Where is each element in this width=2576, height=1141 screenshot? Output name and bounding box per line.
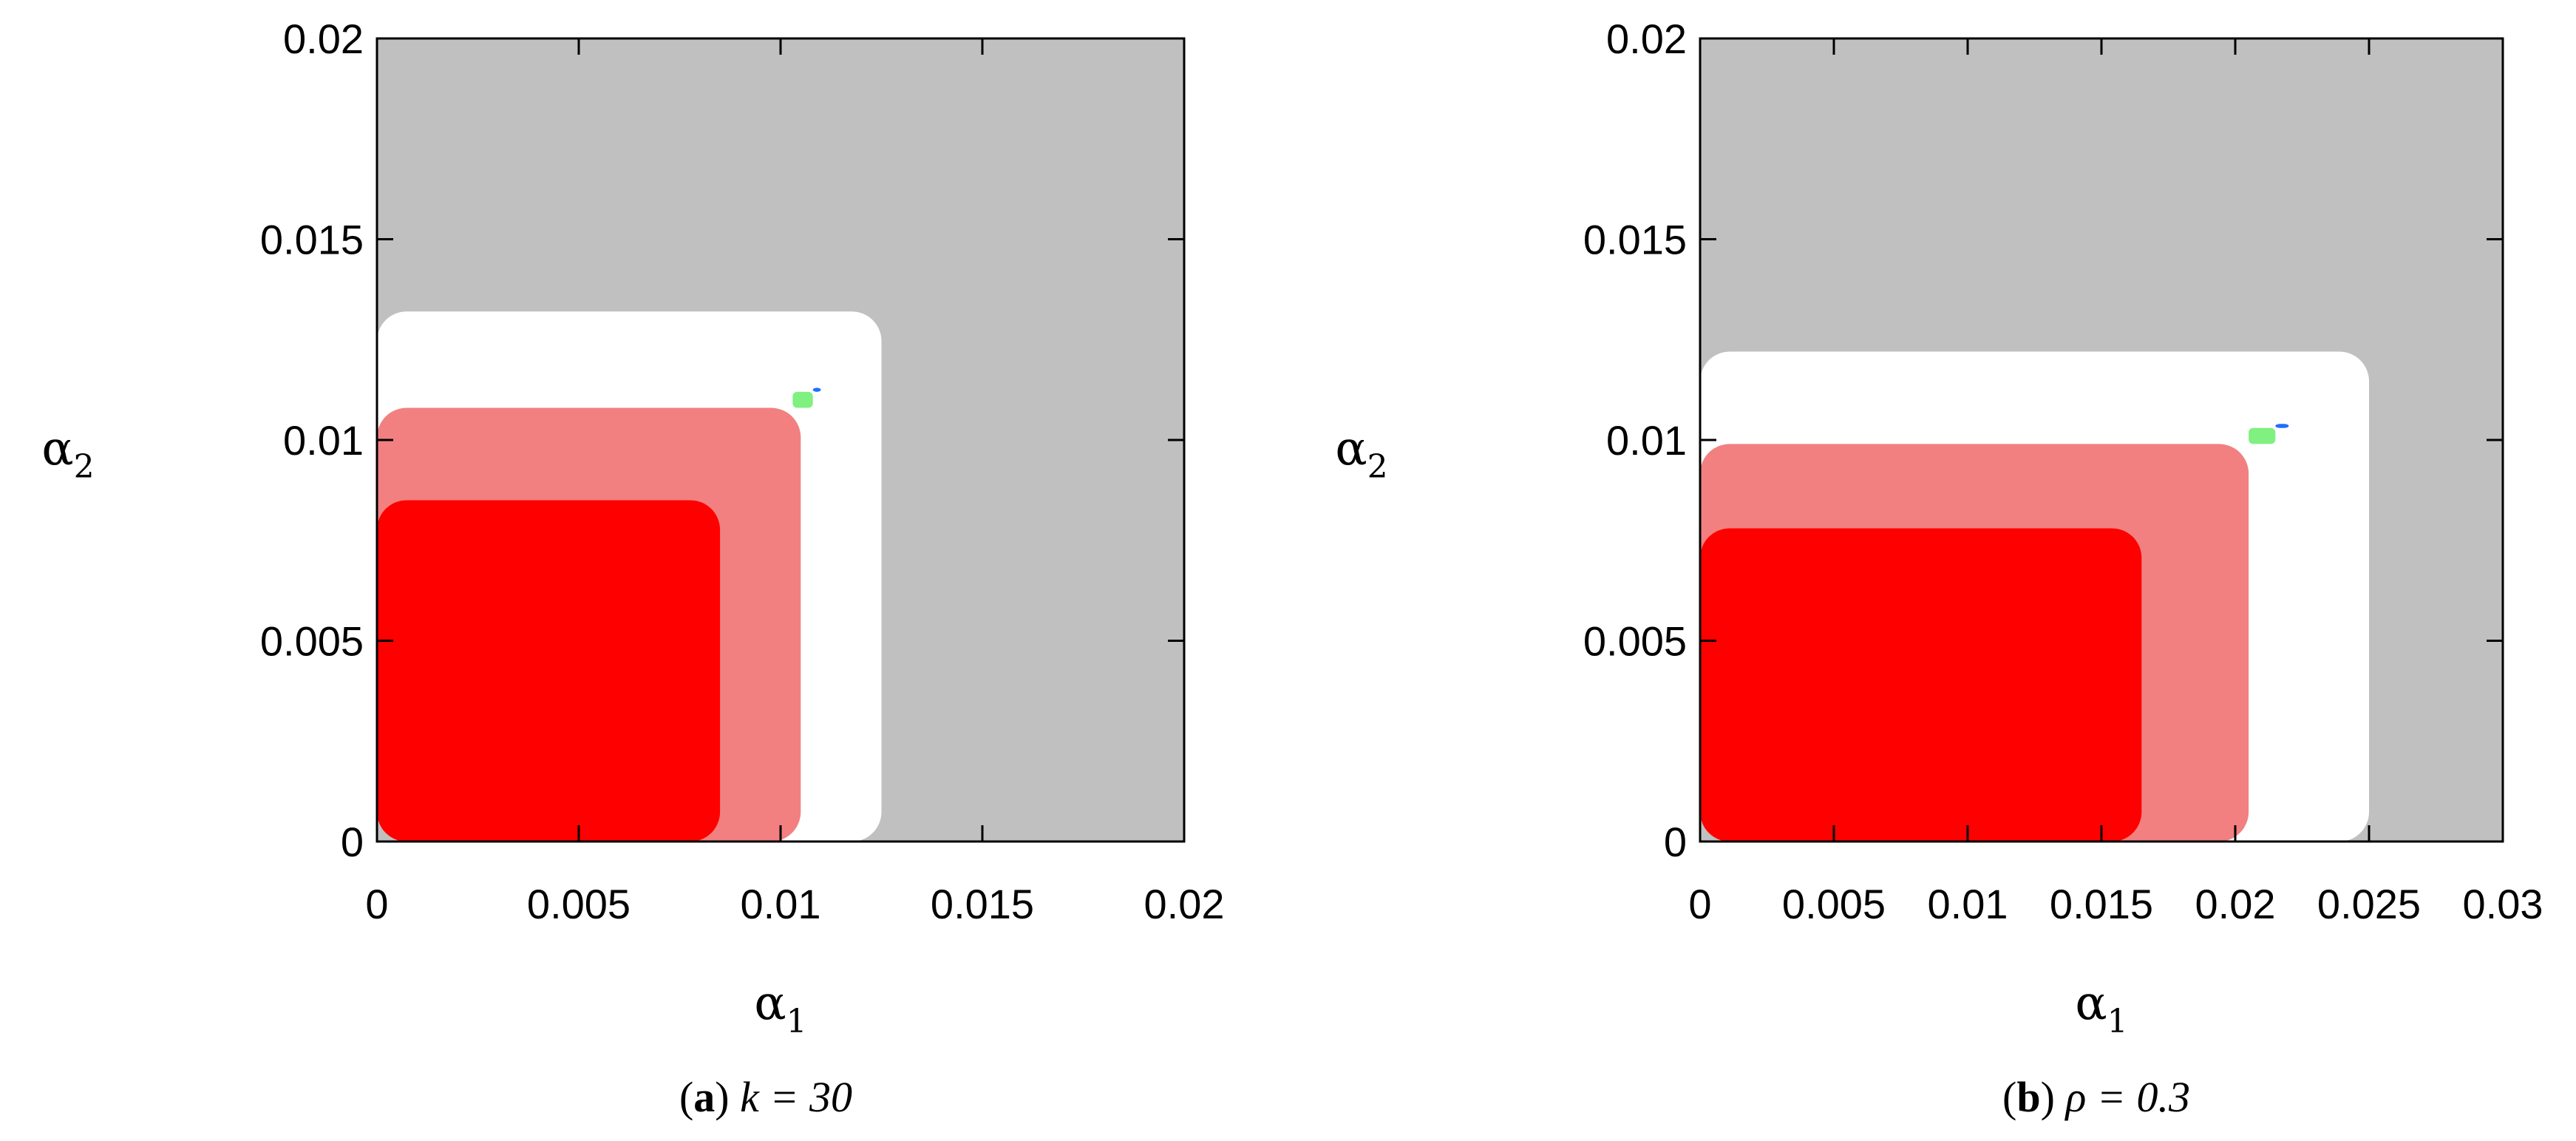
x-axis-label: α1 — [754, 976, 806, 1040]
chart-panel-b: 0 0.005 0.01 0.015 0.02 0.025 0.03 00.0050.010… — [1335, 16, 2543, 1121]
x-tick-label: 0.015 — [931, 881, 1034, 927]
region-blue — [2275, 424, 2289, 428]
region-red — [377, 500, 721, 842]
region-blue — [812, 387, 821, 392]
x-axis-label: α1 — [2075, 976, 2127, 1040]
axis-ticks — [1699, 37, 2504, 843]
chart-panel-a: 0 0.005 0.01 0.015 0.02 00.0050.010.0150.02 … — [41, 16, 1224, 1121]
caption-label: a — [693, 1073, 715, 1121]
y-tick-label: 0.015 — [1583, 217, 1687, 263]
heatmap-regions — [1700, 38, 2503, 842]
x-tick-label: 0.02 — [2195, 881, 2276, 927]
caption-text: k = 30 — [740, 1073, 852, 1121]
y-tick-label: 0.015 — [260, 217, 364, 263]
y-axis-label: α2 — [1335, 421, 1387, 486]
y-tick-label: 0.02 — [1606, 16, 1687, 62]
y-tick-labels: 0 0.005 0.01 0.015 0.02 — [260, 16, 364, 865]
region-green — [792, 391, 813, 408]
y-tick-label: 0.01 — [283, 417, 364, 464]
y-tick-labels: 0 0.005 0.01 0.015 0.02 — [1583, 16, 1687, 865]
caption-label: b — [2016, 1073, 2040, 1121]
y-axis-label: α2 — [41, 421, 94, 486]
x-tick-label: 0.025 — [2317, 881, 2421, 927]
x-tick-label: 0.03 — [2463, 881, 2543, 927]
caption-text: ρ = 0.3 — [2064, 1073, 2189, 1121]
region-green — [2249, 427, 2276, 444]
region-red — [1700, 528, 2142, 842]
x-tick-labels: 0 0.005 0.01 0.015 0.02 — [365, 881, 1224, 927]
y-tick-label: 0 — [1664, 819, 1687, 865]
x-tick-label: 0.01 — [1928, 881, 2008, 927]
panel-caption: (a) k = 30 — [679, 1073, 852, 1121]
x-tick-label: 0.015 — [2050, 881, 2153, 927]
x-tick-label: 0.005 — [527, 881, 631, 927]
panel-caption: (b) ρ = 0.3 — [2002, 1073, 2190, 1121]
y-tick-label: 0 — [341, 819, 364, 865]
y-tick-label: 0.005 — [1583, 618, 1687, 665]
y-tick-label: 0.02 — [283, 16, 364, 62]
heatmap-regions — [377, 38, 1184, 842]
x-tick-labels: 0 0.005 0.01 0.015 0.02 0.025 0.03 — [1688, 881, 2543, 927]
x-tick-label: 0.01 — [741, 881, 821, 927]
axis-ticks — [375, 37, 1186, 843]
x-tick-label: 0 — [365, 881, 388, 927]
x-tick-label: 0.005 — [1782, 881, 1886, 927]
x-tick-label: 0 — [1688, 881, 1711, 927]
x-tick-label: 0.02 — [1144, 881, 1225, 927]
y-tick-label: 0.01 — [1606, 417, 1687, 464]
y-tick-label: 0.005 — [260, 618, 364, 665]
